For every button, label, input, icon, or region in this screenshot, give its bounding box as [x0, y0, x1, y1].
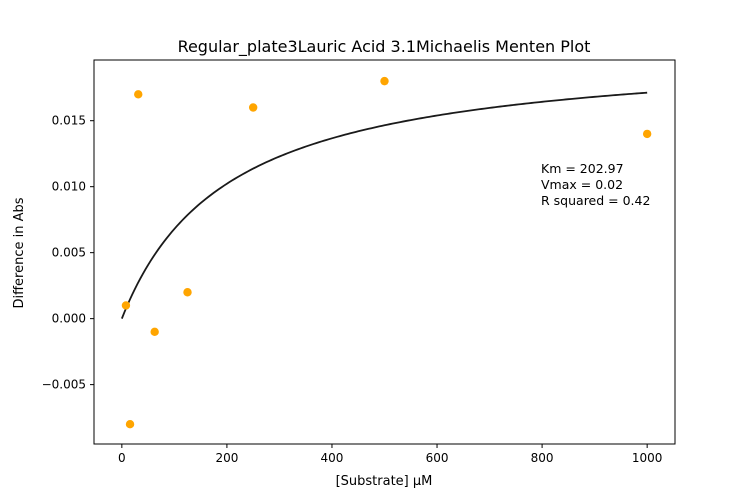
- y-axis-label: Difference in Abs: [12, 197, 27, 308]
- x-tick-label-3: 600: [426, 451, 449, 465]
- x-tick-label-5: 1000: [632, 451, 663, 465]
- plot-area: 0 200 400 600 800 1000 −0.005 0.000 0.005 0.010 0.…: [42, 59, 676, 465]
- x-tick-label-0: 0: [118, 451, 126, 465]
- data-point-0: [121, 301, 131, 310]
- x-axis-label: [Substrate] µM: [336, 474, 433, 489]
- data-point-1: [125, 420, 135, 429]
- y-tick-label-0: −0.005: [42, 378, 86, 392]
- y-tick-label-1: 0.000: [52, 312, 86, 326]
- data-point-3: [150, 327, 159, 337]
- data-point-7: [642, 129, 652, 139]
- annotation-line-1: Vmax = 0.02: [541, 177, 623, 192]
- y-tick-label-4: 0.015: [52, 114, 86, 128]
- y-tick-label-3: 0.010: [52, 180, 86, 194]
- fit-curve: [121, 91, 648, 319]
- chart-title: Regular_plate3Lauric Acid 3.1Michaelis M…: [178, 37, 591, 57]
- data-point-2: [134, 90, 143, 99]
- plot-frame: [93, 59, 676, 445]
- x-tick-label-1: 200: [215, 451, 238, 465]
- data-point-6: [380, 76, 389, 86]
- annotation-line-2: R squared = 0.42: [541, 193, 650, 208]
- annotation-line-0: Km = 202.97: [541, 161, 624, 176]
- data-point-4: [183, 288, 192, 297]
- y-tick-label-2: 0.005: [52, 246, 86, 260]
- x-tick-label-2: 400: [321, 451, 344, 465]
- data-point-5: [248, 103, 258, 112]
- x-tick-label-4: 800: [531, 451, 554, 465]
